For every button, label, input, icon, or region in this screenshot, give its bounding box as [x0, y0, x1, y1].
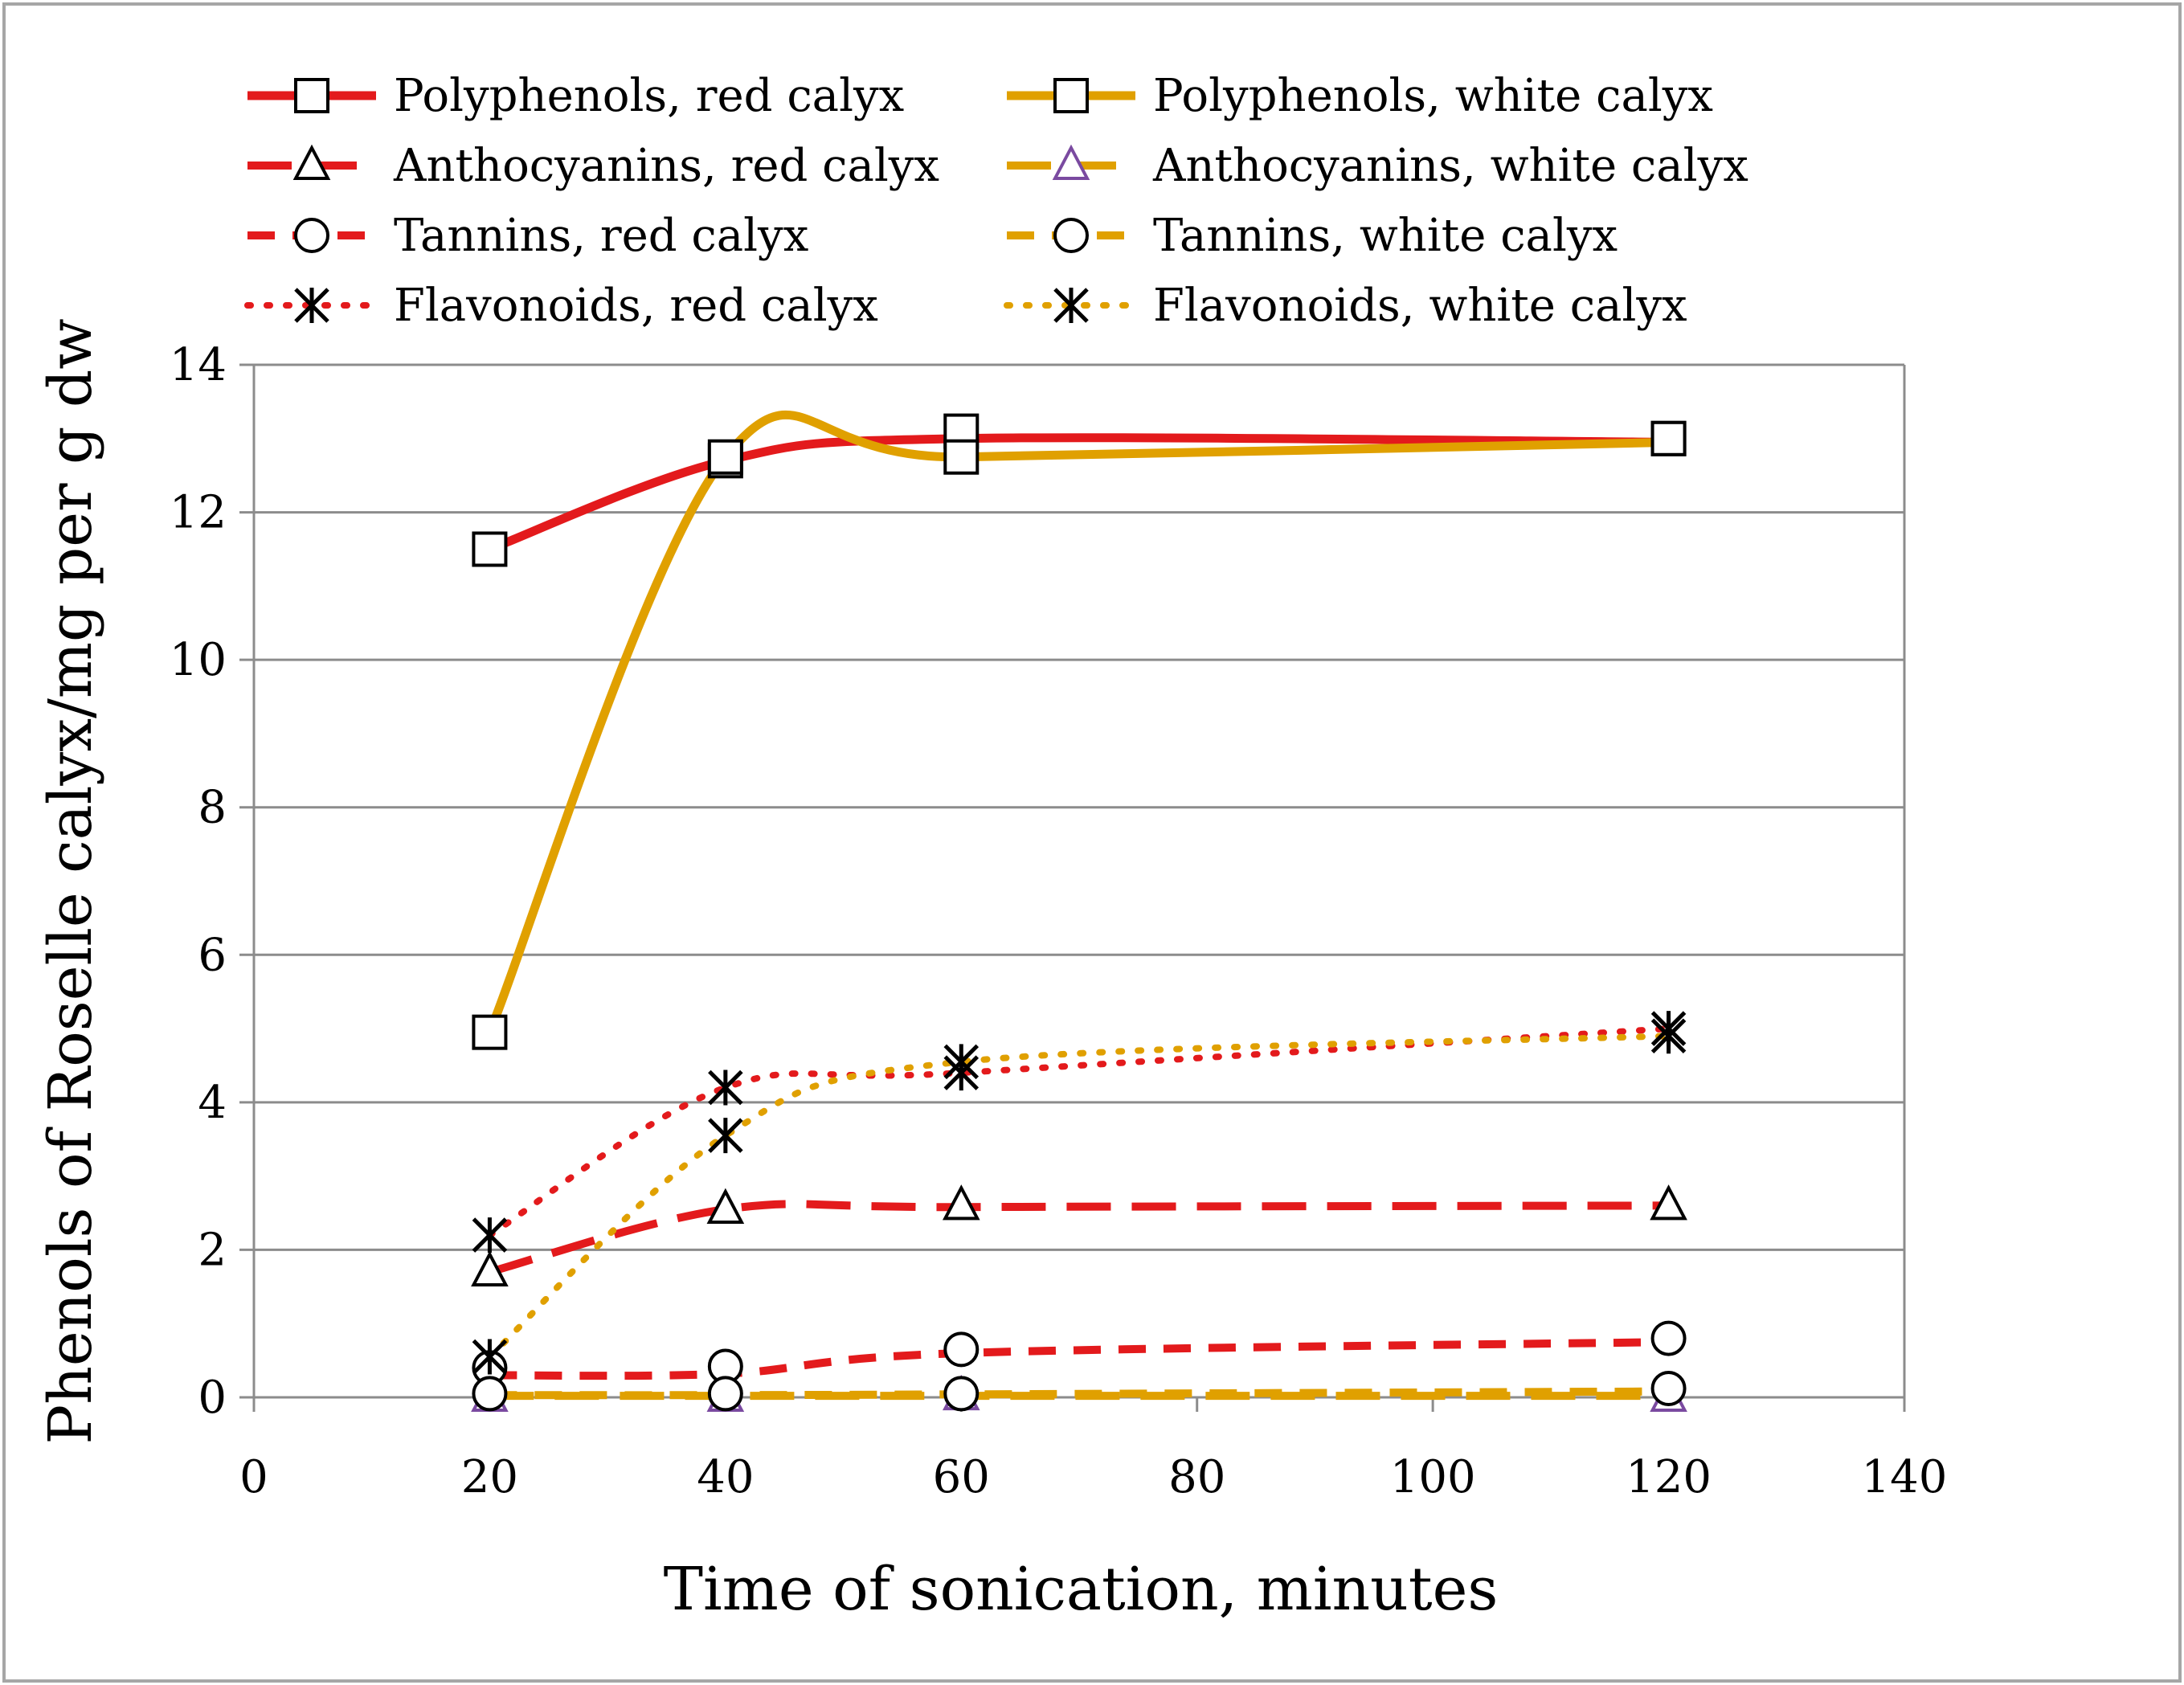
legend-label: Flavonoids, red calyx [394, 280, 878, 332]
x-axis-title: Time of sonication, minutes [664, 1555, 1499, 1624]
series-line-5 [489, 1387, 1669, 1400]
data-point-s1-p3 [1650, 420, 1687, 456]
y-axis-title: Phenols of Roselle calyx/mg per g dw [36, 318, 105, 1444]
legend-swatch-marker [294, 78, 329, 113]
data-point-s2-p0 [471, 1250, 509, 1286]
data-point-s2-p2 [942, 1184, 980, 1221]
series-line-1 [485, 410, 1669, 1034]
data-point-s5-p2 [943, 1376, 980, 1412]
y-tick-label: 10 [170, 634, 227, 686]
x-tick-label: 140 [1862, 1451, 1948, 1503]
legend-label: Anthocyanins, white calyx [1152, 140, 1748, 192]
y-tick-label: 6 [198, 929, 227, 981]
x-tick-label: 0 [239, 1451, 268, 1503]
y-tick-label: 12 [170, 487, 227, 539]
legend-label: Tannins, white calyx [1153, 210, 1618, 262]
legend-swatch-marker [294, 288, 329, 323]
data-point-s5-p0 [472, 1376, 508, 1412]
y-tick-label: 2 [198, 1224, 227, 1276]
series-markers [471, 413, 1687, 1412]
legend-label: Anthocyanins, red calyx [393, 140, 939, 192]
y-tick-label: 0 [198, 1372, 227, 1424]
legend-entry-6: Flavonoids, red calyx [244, 280, 878, 332]
legend-swatch-marker [1052, 144, 1090, 180]
legend: Polyphenols, red calyx Polyphenols, white… [244, 70, 1748, 332]
legend-entry-4: Tannins, red calyx [247, 210, 808, 262]
data-point-s1-p2 [943, 439, 980, 475]
legend-swatch-marker [292, 144, 331, 180]
data-point-s6-p0 [472, 1217, 508, 1254]
x-tick-label: 60 [933, 1451, 990, 1503]
series-line-2 [489, 1200, 1669, 1276]
data-point-s7-p0 [472, 1339, 508, 1375]
y-tick-label: 4 [198, 1077, 227, 1129]
legend-entry-3: Anthocyanins, white calyx [1007, 140, 1748, 192]
data-point-s0-p0 [472, 531, 508, 567]
legend-entry-2: Anthocyanins, red calyx [247, 140, 939, 192]
data-point-s7-p3 [1650, 1018, 1687, 1054]
series-line-4 [489, 1338, 1669, 1380]
data-point-s4-p3 [1650, 1320, 1687, 1356]
legend-entry-7: Flavonoids, white calyx [1004, 280, 1687, 332]
x-tick-label: 120 [1626, 1451, 1712, 1503]
data-point-s5-p3 [1650, 1370, 1687, 1406]
series-line-7 [486, 1033, 1672, 1360]
x-tick-label: 100 [1390, 1451, 1476, 1503]
data-point-s7-p1 [708, 1118, 743, 1154]
legend-swatch-marker [1053, 288, 1089, 323]
data-point-s4-p2 [943, 1331, 980, 1368]
legend-swatch-marker [1053, 78, 1089, 113]
legend-entry-5: Tannins, white calyx [1007, 210, 1618, 262]
legend-label: Flavonoids, white calyx [1153, 280, 1687, 332]
data-point-s1-p1 [707, 439, 743, 475]
data-point-s2-p3 [1650, 1184, 1687, 1221]
x-tick-label: 40 [697, 1451, 754, 1503]
legend-entry-1: Polyphenols, white calyx [1007, 70, 1713, 122]
gridlines [254, 363, 1906, 1397]
x-tick-label: 80 [1168, 1451, 1225, 1503]
legend-entry-0: Polyphenols, red calyx [247, 70, 904, 122]
series-line-0 [488, 433, 1669, 554]
legend-swatch-marker [294, 218, 329, 253]
legend-label: Polyphenols, white calyx [1153, 70, 1713, 122]
y-tick-label: 14 [170, 339, 227, 391]
series-lines [485, 410, 1672, 1401]
data-point-s7-p2 [943, 1044, 980, 1080]
legend-label: Polyphenols, red calyx [394, 70, 904, 122]
data-point-s6-p1 [708, 1069, 743, 1106]
data-point-s5-p1 [707, 1376, 743, 1412]
data-point-s1-p0 [472, 1014, 508, 1050]
data-point-s2-p1 [706, 1188, 745, 1224]
legend-label: Tannins, red calyx [394, 210, 808, 262]
legend-swatch-marker [1053, 218, 1089, 253]
y-tick-label: 8 [198, 782, 227, 834]
x-tick-label: 20 [461, 1451, 518, 1503]
